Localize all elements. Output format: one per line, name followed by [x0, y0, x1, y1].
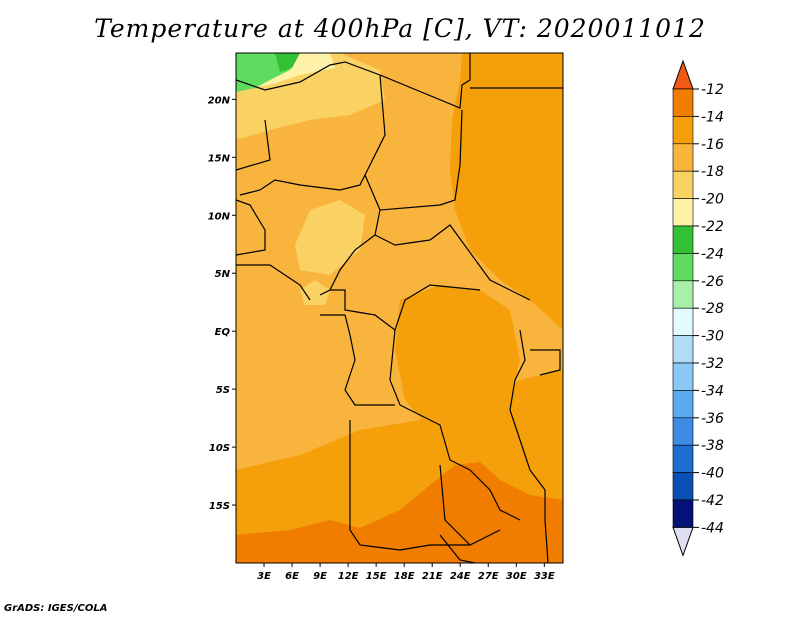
temperature-field — [236, 53, 563, 563]
colorbar-label: -26 — [701, 274, 724, 290]
lon-tick-label: 30E — [506, 571, 527, 582]
colorbar-swatch — [672, 225, 694, 254]
country-borders — [236, 53, 563, 563]
colorbar-swatch — [672, 116, 694, 145]
colorbar-swatch — [672, 417, 694, 446]
colorbar-label: -20 — [701, 192, 724, 208]
lon-tick-label: 15E — [366, 571, 387, 582]
lat-tick-label: 10N — [208, 211, 231, 222]
lat-tick-label: 20N — [208, 95, 231, 106]
colorbar: -12 -14 -16 -18 -20 -22 -24 -26 -28 -30 -32 -34 -36 -… — [672, 59, 724, 557]
lon-tick-label: 33E — [534, 571, 555, 582]
colorbar-swatch — [672, 390, 694, 419]
colorbar-label: -24 — [701, 246, 724, 262]
colorbar-swatch — [672, 499, 694, 528]
colorbar-label: -44 — [701, 520, 724, 536]
colorbar-label: -28 — [701, 301, 724, 317]
colorbar-label: -16 — [701, 137, 724, 153]
lon-tick-label: 21E — [422, 571, 443, 582]
lat-tick-label: 5S — [216, 385, 230, 396]
lat-tick-label: 5N — [215, 269, 231, 280]
lat-tick-label: 10S — [209, 443, 230, 454]
colorbar-swatch — [672, 198, 694, 227]
lon-tick-label: 3E — [257, 571, 271, 582]
colorbar-swatch — [672, 307, 694, 336]
colorbar-swatch — [672, 444, 694, 473]
colorbar-label: -42 — [701, 493, 724, 509]
lon-tick-label: 12E — [338, 571, 359, 582]
chart-title: Temperature at 400hPa [C], VT: 202001101… — [94, 14, 706, 43]
field-nigeria-cool — [295, 200, 365, 275]
colorbar-swatch — [672, 280, 694, 309]
latitude-axis: 20N 15N 10N 5N EQ 5S 10S 15S — [208, 95, 236, 512]
field-congo-warm — [395, 285, 520, 440]
colorbar-label: -18 — [701, 164, 724, 180]
field-coast-cool — [300, 280, 330, 305]
lon-tick-label: 18E — [394, 571, 415, 582]
colorbar-label: -14 — [701, 109, 724, 125]
lon-tick-label: 6E — [285, 571, 299, 582]
map-frame — [235, 52, 564, 564]
field-green-dark — [275, 53, 300, 72]
lat-tick-label: 15N — [208, 153, 231, 164]
lon-tick-label: 9E — [313, 571, 327, 582]
colorbar-label: -12 — [701, 82, 724, 98]
colorbar-label: -32 — [701, 356, 724, 372]
colorbar-label: -30 — [701, 329, 724, 345]
grads-credit: GrADS: IGES/COLA — [4, 603, 108, 614]
lon-tick-label: 27E — [478, 571, 499, 582]
colorbar-swatch — [672, 362, 694, 391]
lon-tick-label: 24E — [450, 571, 471, 582]
colorbar-swatch — [672, 472, 694, 501]
colorbar-swatch — [672, 253, 694, 282]
colorbar-label: -38 — [701, 438, 724, 454]
colorbar-swatch — [672, 88, 694, 117]
colorbar-swatch — [672, 335, 694, 364]
colorbar-bottom-arrow — [672, 526, 694, 557]
longitude-axis: 3E 6E 9E 12E 15E 18E 21E 24E 27E 30E 33E — [257, 563, 555, 582]
colorbar-swatch — [672, 170, 694, 199]
colorbar-label: -34 — [701, 383, 724, 399]
lat-tick-label: 15S — [209, 501, 230, 512]
field-east-warm — [450, 53, 563, 330]
colorbar-label: -40 — [701, 466, 724, 482]
colorbar-label: -22 — [701, 219, 724, 235]
colorbar-label: -36 — [701, 411, 724, 427]
colorbar-swatch — [672, 143, 694, 172]
lat-tick-label: EQ — [215, 327, 231, 338]
colorbar-top-arrow — [672, 59, 694, 90]
field-south-hot — [236, 462, 563, 563]
